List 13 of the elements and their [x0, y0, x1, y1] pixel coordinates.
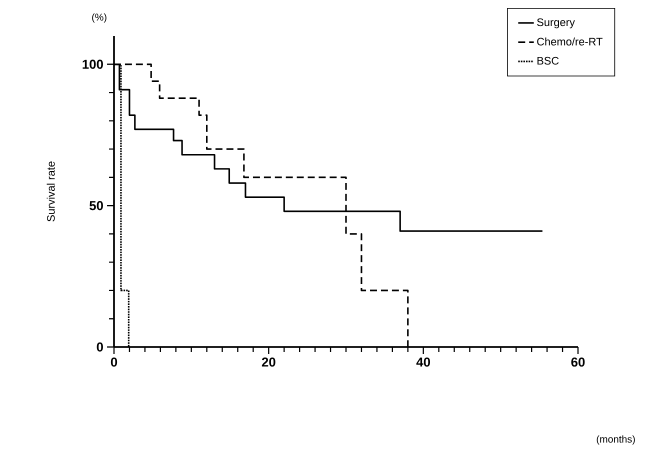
x-tick-label: 60 [571, 357, 585, 367]
text: (months) [596, 435, 635, 445]
y-tick-label: 50 [90, 201, 103, 210]
legend-label: Surgery [537, 18, 575, 28]
y-tick-label: 100 [82, 60, 103, 69]
legend-label: BSC [538, 56, 559, 65]
x-tick-label: 0 [110, 357, 118, 367]
y-axis-title: Survival rate [46, 162, 55, 222]
y-tick-label: 0 [96, 342, 103, 352]
x-tick-label: 40 [416, 357, 430, 367]
legend-label: Chemo/re-RT [537, 37, 603, 46]
x-tick-label: 20 [262, 357, 276, 367]
text: (%) [92, 13, 106, 23]
